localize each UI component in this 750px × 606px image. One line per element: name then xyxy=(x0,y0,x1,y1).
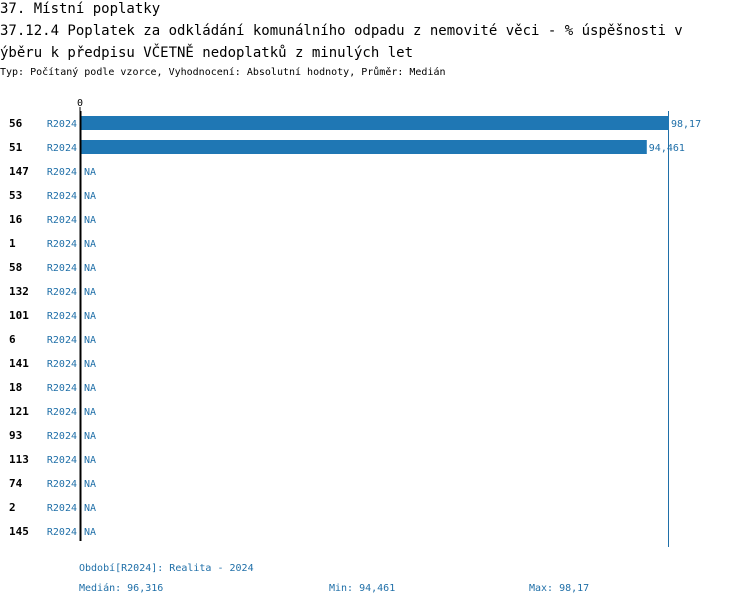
row-period: R2024 xyxy=(47,263,77,274)
na-label: NA xyxy=(84,167,96,178)
na-label: NA xyxy=(84,407,96,418)
indicator-title: 37.12.4 Poplatek za odkládání komunálníh… xyxy=(0,20,750,64)
na-label: NA xyxy=(84,239,96,250)
na-label: NA xyxy=(84,431,96,442)
na-label: NA xyxy=(84,503,96,514)
row-period: R2024 xyxy=(47,383,77,394)
footer-median: Medián: 96,316 xyxy=(79,583,164,594)
na-label: NA xyxy=(84,359,96,370)
row-period: R2024 xyxy=(47,311,77,322)
indicator-title-line-1: 37.12.4 Poplatek za odkládání komunálníh… xyxy=(0,23,683,39)
na-label: NA xyxy=(84,479,96,490)
row-period: R2024 xyxy=(47,287,77,298)
indicator-title-line-2: ýběru k předpisu VČETNĚ nedoplatků z min… xyxy=(0,45,414,61)
na-label: NA xyxy=(84,383,96,394)
row-id: 1 xyxy=(9,237,16,250)
bar xyxy=(81,140,647,154)
row-id: 16 xyxy=(9,213,23,226)
footer-max: Max: 98,17 xyxy=(529,583,590,594)
row-id: 6 xyxy=(9,333,16,346)
na-label: NA xyxy=(84,311,96,322)
na-label: NA xyxy=(84,263,96,274)
row-period: R2024 xyxy=(47,407,77,418)
footer-min: Min: 94,461 xyxy=(329,583,396,594)
na-label: NA xyxy=(84,287,96,298)
row-period: R2024 xyxy=(47,239,77,250)
na-label: NA xyxy=(84,527,96,538)
na-label: NA xyxy=(84,191,96,202)
bar-value-label: 94,461 xyxy=(649,143,685,154)
bar xyxy=(81,116,669,130)
row-period: R2024 xyxy=(47,503,77,514)
row-id: 132 xyxy=(9,285,29,298)
row-period: R2024 xyxy=(47,335,77,346)
row-period: R2024 xyxy=(47,143,77,154)
row-id: 58 xyxy=(9,261,22,274)
row-period: R2024 xyxy=(47,479,77,490)
footer-period-note: Období[R2024]: Realita - 2024 xyxy=(79,563,254,574)
na-label: NA xyxy=(84,455,96,466)
row-id: 141 xyxy=(9,357,29,370)
row-id: 56 xyxy=(9,117,23,130)
row-id: 101 xyxy=(9,309,29,322)
row-id: 121 xyxy=(9,405,29,418)
row-period: R2024 xyxy=(47,431,77,442)
row-period: R2024 xyxy=(47,527,77,538)
row-id: 113 xyxy=(9,453,29,466)
bar-value-label: 98,17 xyxy=(671,119,701,130)
row-period: R2024 xyxy=(47,119,77,130)
row-id: 18 xyxy=(9,381,22,394)
row-period: R2024 xyxy=(47,455,77,466)
row-id: 74 xyxy=(9,477,23,490)
row-id: 145 xyxy=(9,525,29,538)
row-period: R2024 xyxy=(47,359,77,370)
indicator-meta: Typ: Počítaný podle vzorce, Vyhodnocení:… xyxy=(0,67,446,78)
row-id: 93 xyxy=(9,429,22,442)
na-label: NA xyxy=(84,335,96,346)
row-period: R2024 xyxy=(47,167,77,178)
row-period: R2024 xyxy=(47,215,77,226)
row-id: 53 xyxy=(9,189,22,202)
row-period: R2024 xyxy=(47,191,77,202)
na-label: NA xyxy=(84,215,96,226)
x-tick-label: 0 xyxy=(77,98,83,109)
row-id: 2 xyxy=(9,501,16,514)
row-id: 51 xyxy=(9,141,23,154)
page-title: 37. Místní poplatky xyxy=(0,1,161,17)
row-id: 147 xyxy=(9,165,29,178)
